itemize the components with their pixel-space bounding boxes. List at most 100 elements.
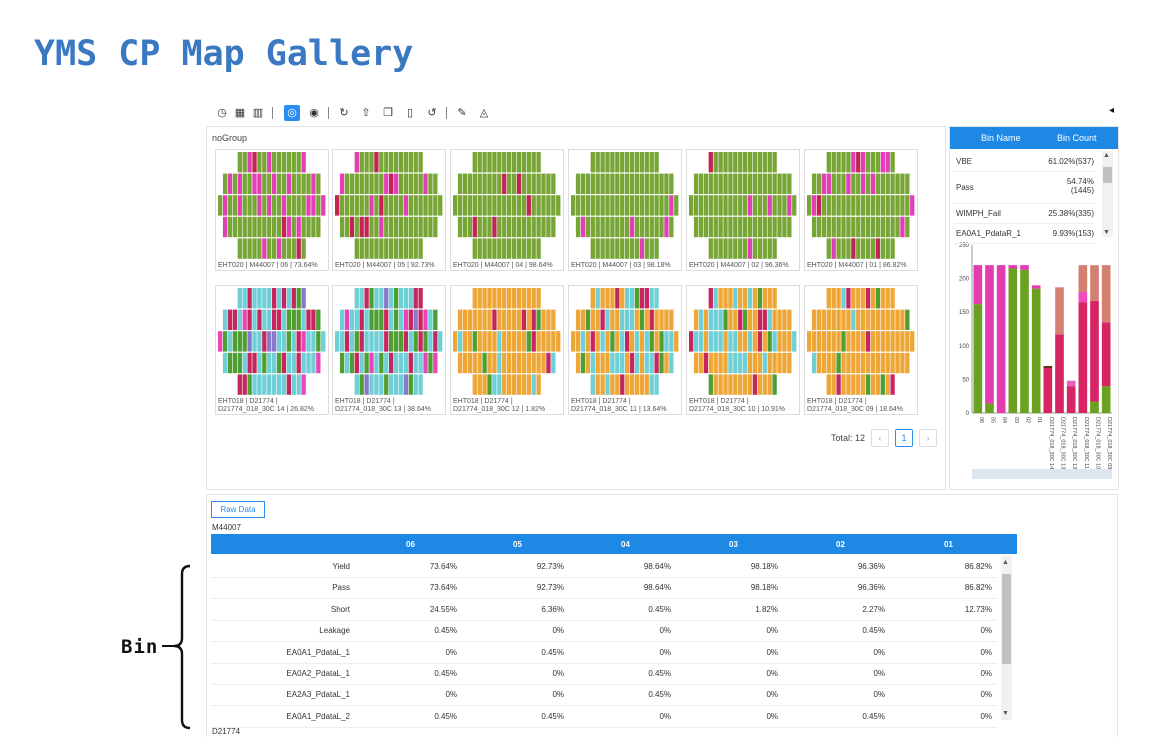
row-label: Short [330,604,350,614]
page-1-button[interactable]: 1 [895,429,913,447]
refresh-icon[interactable]: ↻ [339,107,349,119]
y-tick-label: 250 [959,243,970,249]
bin-list-item[interactable]: WIMPH_Fail 25.38%(335) [954,205,1094,224]
bin-name: Pass [956,183,974,192]
aperture-icon[interactable]: ◎ [284,105,300,121]
table-row: Pass 73.64% 92.73% 98.64% 98.18% 96.36% 86.82% [211,577,997,600]
table-scrollbar[interactable]: ▲ ▼ [1001,556,1012,720]
bar-segment-D21774_018_30C-11[interactable] [1078,302,1088,413]
table-cell: 0% [766,690,778,700]
x-tick-label: 04 [1001,417,1007,423]
table-cell: 0.45% [434,626,457,636]
table-scroll-thumb[interactable] [1002,574,1011,664]
bin-count-header[interactable]: Bin Count [1057,133,1097,143]
bar-segment-01[interactable] [1031,288,1041,413]
bar-segment-02[interactable] [1020,265,1029,270]
wafer-map-card[interactable]: EHT018 | D21774 | D21774_018_30C 09 | 18… [804,285,918,415]
row-label: EA2A3_PdataL_1 [286,690,350,700]
bar-chart-icon[interactable]: ▥ [252,107,264,119]
bin-list-scroll-thumb[interactable] [1103,167,1112,183]
target-icon[interactable]: ◉ [309,107,319,119]
bar-segment-D21774_018_30C-12[interactable] [1066,380,1076,387]
wafer-map-card[interactable]: EHT018 | D21774 | D21774_018_30C 12 | 1.… [450,285,564,415]
wafer-map-card[interactable]: EHT018 | D21774 | D21774_018_30C 10 | 10… [686,285,800,415]
column-header-05[interactable]: 05 [513,540,522,549]
bar-segment-03[interactable] [1008,265,1018,269]
collapse-panel-icon[interactable]: ◂ [1108,105,1114,116]
wafer-map-card[interactable]: EHT020 | M44007 | 06 | 73.64% [215,149,329,271]
trash-icon[interactable]: ▯ [406,107,414,119]
table-cell: 92.73% [536,562,564,571]
table-row: EA0A1_PdataL_1 0% 0.45% 0% 0% 0% 0% [211,642,997,664]
brush-icon[interactable]: ✎ [457,107,467,119]
bar-segment-D21774_018_30C-14[interactable] [1043,365,1053,368]
x-tick-label: 03 [1013,417,1019,423]
total-count: Total: 12 [830,433,865,443]
table-cell: 0% [980,647,992,657]
bar-segment-D21774_018_30C-14[interactable] [1043,367,1053,413]
wafer-map-card[interactable]: EHT020 | M44007 | 02 | 96.36% [686,149,800,271]
undo-icon[interactable]: ↺ [427,107,437,119]
chart-zoom-slider[interactable] [972,469,1112,479]
bin-table-header: Bin Name Bin Count [950,127,1118,149]
raw-data-button[interactable]: Raw Data [211,501,265,518]
column-header-04[interactable]: 04 [621,540,630,549]
column-header-03[interactable]: 03 [729,540,738,549]
bar-segment-02[interactable] [1020,269,1029,413]
column-header-06[interactable]: 06 [406,540,415,549]
bar-segment-05[interactable] [985,265,994,404]
bin-name-header[interactable]: Bin Name [981,133,1021,143]
bin-list-scrollbar[interactable]: ▲ ▼ [1102,151,1113,237]
bar-segment-06[interactable] [973,304,983,413]
table-cell: 0% [445,647,457,657]
bin-brace-annotation [162,564,191,730]
wafer-caption: EHT020 | M44007 | 02 | 96.36% [689,262,789,269]
bar-segment-D21774_018_30C-12[interactable] [1066,386,1076,413]
bucket-icon[interactable]: ◬ [479,107,489,119]
bar-segment-D21774_018_30C-13[interactable] [1055,287,1064,335]
bar-segment-D21774_018_30C-09[interactable] [1101,322,1111,387]
scroll-up-icon[interactable]: ▲ [1103,152,1110,159]
prev-page-button[interactable]: ‹ [871,429,889,447]
bin-list-item[interactable]: VBE 61.02%(537) [954,153,1094,172]
wafer-map [335,288,443,395]
x-tick-label: 05 [990,417,996,423]
bin-list-item[interactable]: EA0A1_PdataR_1 9.93%(153) [954,225,1094,244]
bar-segment-04[interactable] [996,265,1006,413]
clock-icon[interactable]: ◷ [217,107,227,119]
bin-list-item[interactable]: Pass 54.74% (1445) [954,173,1094,204]
bar-segment-D21774_018_30C-11[interactable] [1078,292,1088,303]
bar-segment-D21774_018_30C-13[interactable] [1055,334,1064,413]
next-page-button[interactable]: › [919,429,937,447]
column-header-01[interactable]: 01 [944,540,953,549]
wafer-map-card[interactable]: EHT018 | D21774 | D21774_018_30C 11 | 13… [568,285,682,415]
bar-segment-D21774_018_30C-09[interactable] [1101,265,1111,323]
wafer-map-card[interactable]: EHT020 | M44007 | 04 | 98.64% [450,149,564,271]
calculator-icon[interactable]: ▦ [234,107,246,119]
column-header-02[interactable]: 02 [836,540,845,549]
scroll-down-icon[interactable]: ▼ [1002,710,1009,717]
scroll-down-icon[interactable]: ▼ [1103,229,1110,236]
copy-icon[interactable]: ❐ [383,107,393,119]
wafer-map [689,152,797,259]
bin-count: 54.74% (1445) [1066,177,1094,195]
wafer-map-card[interactable]: EHT018 | D21774 | D21774_018_30C 14 | 26… [215,285,329,415]
bar-segment-D21774_018_30C-10[interactable] [1090,265,1099,301]
table-cell: 0% [766,711,778,721]
bar-segment-D21774_018_30C-10[interactable] [1090,401,1099,413]
wafer-map-card[interactable]: EHT018 | D21774 | D21774_018_30C 13 | 38… [332,285,446,415]
bar-segment-05[interactable] [985,403,994,413]
scroll-up-icon[interactable]: ▲ [1002,559,1009,566]
wafer-map-card[interactable]: EHT020 | M44007 | 05 | 92.73% [332,149,446,271]
wafer-map-gallery: noGroup Total: 12 ‹ 1 › EHT020 | M44007 … [206,126,946,490]
upload-icon[interactable]: ⇧ [361,107,371,119]
bar-segment-D21774_018_30C-11[interactable] [1078,265,1088,293]
bar-segment-D21774_018_30C-09[interactable] [1101,386,1111,413]
lot-label-m44007: M44007 [212,523,241,532]
wafer-map-card[interactable]: EHT020 | M44007 | 03 | 98.18% [568,149,682,271]
bar-segment-01[interactable] [1031,285,1041,289]
bar-segment-03[interactable] [1008,268,1018,413]
wafer-map-card[interactable]: EHT020 | M44007 | 01 | 86.82% [804,149,918,271]
bar-segment-D21774_018_30C-10[interactable] [1090,300,1099,402]
bar-segment-06[interactable] [973,265,983,305]
